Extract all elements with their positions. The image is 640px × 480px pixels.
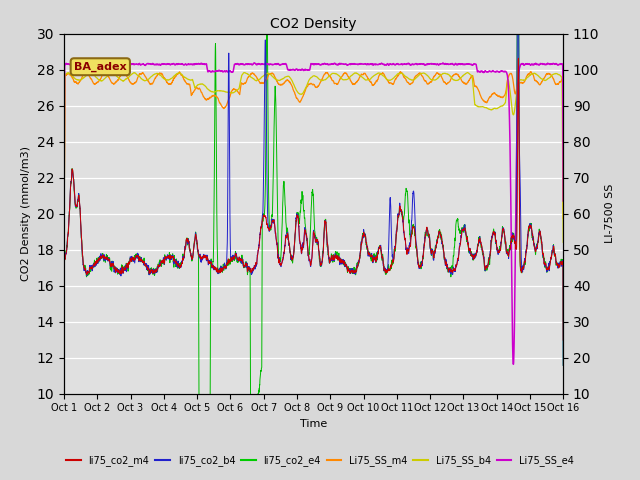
Y-axis label: LI-7500 SS: LI-7500 SS — [605, 184, 615, 243]
X-axis label: Time: Time — [300, 419, 327, 429]
Title: CO2 Density: CO2 Density — [270, 17, 357, 31]
Text: BA_adex: BA_adex — [74, 61, 127, 72]
Legend: li75_co2_m4, li75_co2_b4, li75_co2_e4, Li75_SS_m4, Li75_SS_b4, Li75_SS_e4: li75_co2_m4, li75_co2_b4, li75_co2_e4, L… — [62, 452, 578, 470]
Y-axis label: CO2 Density (mmol/m3): CO2 Density (mmol/m3) — [21, 146, 31, 281]
